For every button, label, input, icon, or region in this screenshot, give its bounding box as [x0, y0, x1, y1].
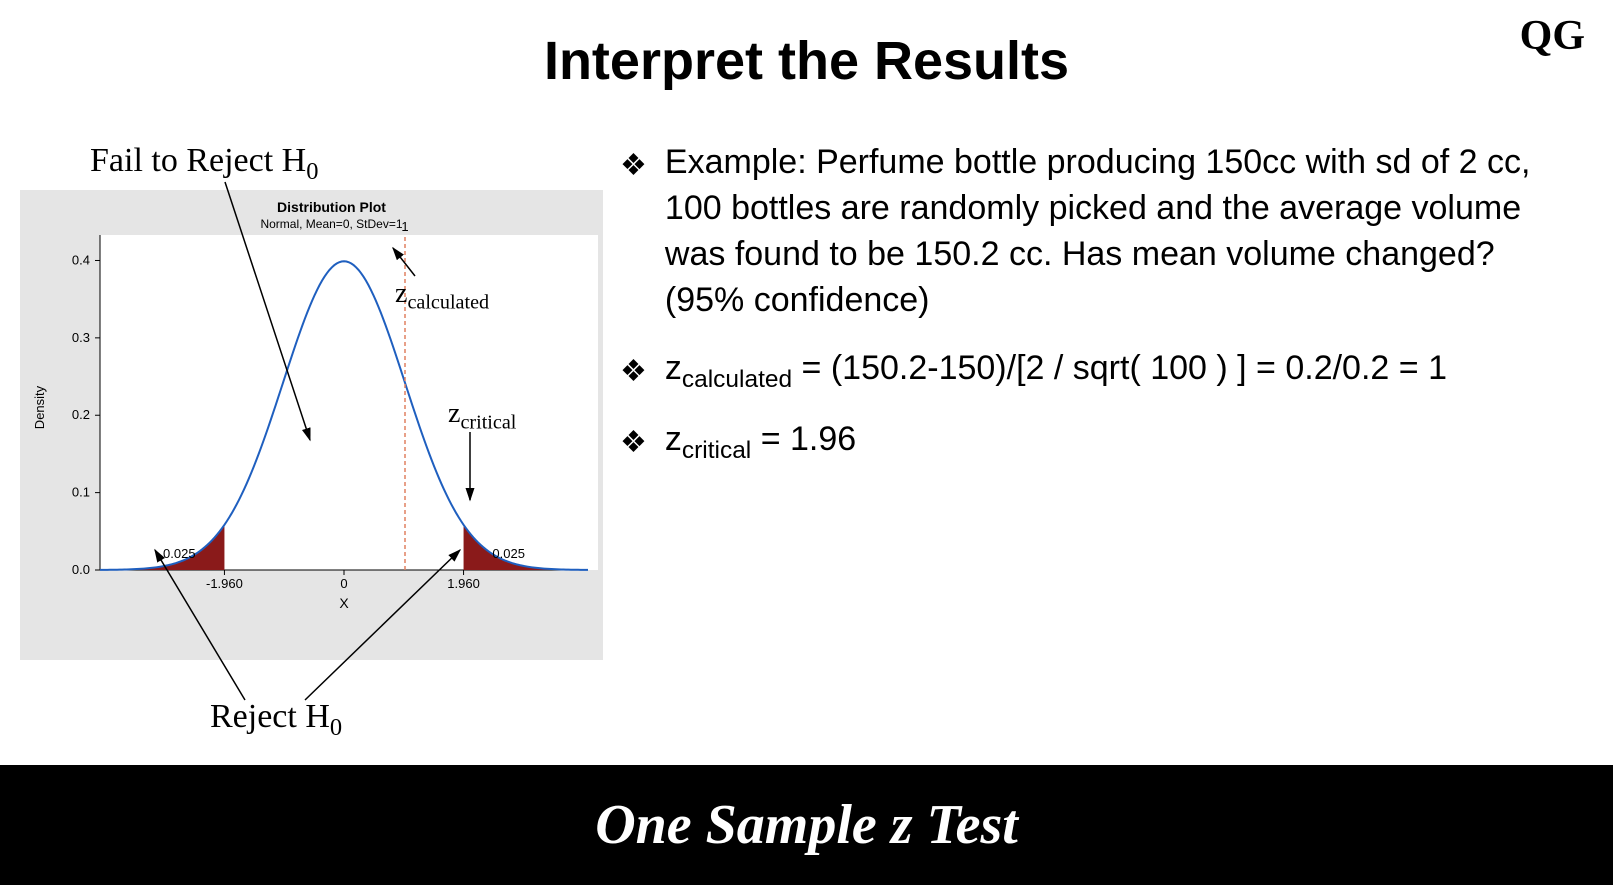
svg-text:X: X [339, 595, 349, 611]
content-area: Fail to Reject H0 Distribution Plot Norma… [0, 130, 1613, 765]
svg-text:Normal, Mean=0, StDev=1: Normal, Mean=0, StDev=1 [260, 217, 402, 231]
bullet-icon: ❖ [620, 352, 647, 393]
footer-band: One Sample z Test [0, 765, 1613, 885]
bullet-icon: ❖ [620, 423, 647, 464]
svg-text:-1.960: -1.960 [206, 576, 243, 591]
svg-text:1.960: 1.960 [447, 576, 480, 591]
bullet-icon: ❖ [620, 146, 647, 187]
svg-text:Distribution Plot: Distribution Plot [277, 199, 386, 215]
svg-text:0: 0 [340, 576, 347, 591]
text-column: ❖ Example: Perfume bottle producing 150c… [620, 130, 1613, 765]
z-critical-label: zcritical [448, 398, 516, 435]
bullet-zcalc: ❖ zcalculated = (150.2-150)/[2 / sqrt( 1… [620, 346, 1573, 396]
svg-text:0.3: 0.3 [72, 330, 90, 345]
svg-text:0.4: 0.4 [72, 252, 90, 267]
svg-text:0.2: 0.2 [72, 407, 90, 422]
bullet-text: zcalculated = (150.2-150)/[2 / sqrt( 100… [665, 346, 1573, 396]
chart-column: Fail to Reject H0 Distribution Plot Norma… [0, 130, 620, 765]
svg-text:1: 1 [401, 219, 408, 234]
logo: QG [1520, 12, 1585, 60]
slide-title: Interpret the Results [0, 0, 1613, 92]
svg-text:0.1: 0.1 [72, 485, 90, 500]
fail-to-reject-label: Fail to Reject H0 [90, 142, 318, 186]
svg-text:0.025: 0.025 [163, 546, 196, 561]
bullet-text: zcritical = 1.96 [665, 417, 1573, 467]
reject-label: Reject H0 [210, 698, 342, 742]
svg-text:0.0: 0.0 [72, 562, 90, 577]
bullet-example: ❖ Example: Perfume bottle producing 150c… [620, 140, 1573, 324]
z-calculated-label: zcalculated [395, 278, 489, 315]
svg-text:0.025: 0.025 [492, 546, 525, 561]
bullet-zcritical: ❖ zcritical = 1.96 [620, 417, 1573, 467]
bullet-text: Example: Perfume bottle producing 150cc … [665, 140, 1573, 324]
svg-text:Density: Density [32, 385, 47, 429]
